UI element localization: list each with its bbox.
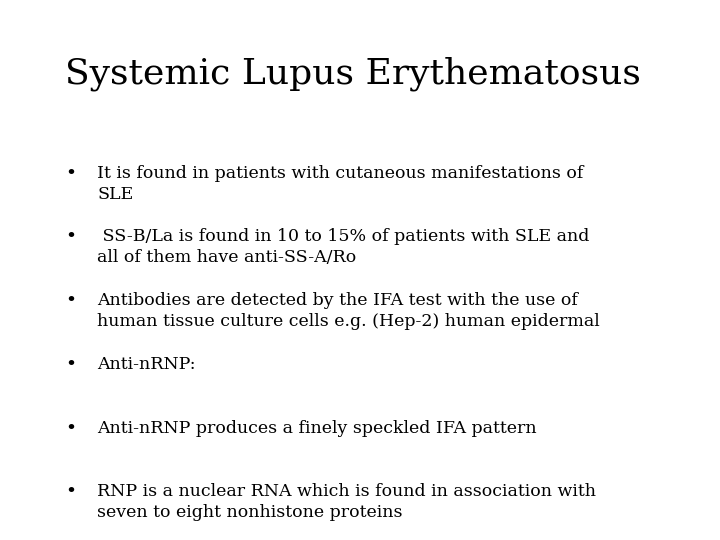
Text: Anti-nRNP produces a finely speckled IFA pattern: Anti-nRNP produces a finely speckled IFA… <box>97 420 537 436</box>
Text: RNP is a nuclear RNA which is found in association with
seven to eight nonhiston: RNP is a nuclear RNA which is found in a… <box>97 483 596 521</box>
Text: Antibodies are detected by the IFA test with the use of
human tissue culture cel: Antibodies are detected by the IFA test … <box>97 292 600 330</box>
Text: Systemic Lupus Erythematosus: Systemic Lupus Erythematosus <box>65 57 641 91</box>
Text: •: • <box>65 483 76 501</box>
Text: •: • <box>65 420 76 437</box>
Text: It is found in patients with cutaneous manifestations of
SLE: It is found in patients with cutaneous m… <box>97 165 584 202</box>
Text: Anti-nRNP:: Anti-nRNP: <box>97 356 196 373</box>
Text: SS-B/La is found in 10 to 15% of patients with SLE and
all of them have anti-SS-: SS-B/La is found in 10 to 15% of patient… <box>97 228 590 266</box>
Text: •: • <box>65 165 76 183</box>
Text: •: • <box>65 292 76 310</box>
Text: •: • <box>65 356 76 374</box>
Text: •: • <box>65 228 76 246</box>
